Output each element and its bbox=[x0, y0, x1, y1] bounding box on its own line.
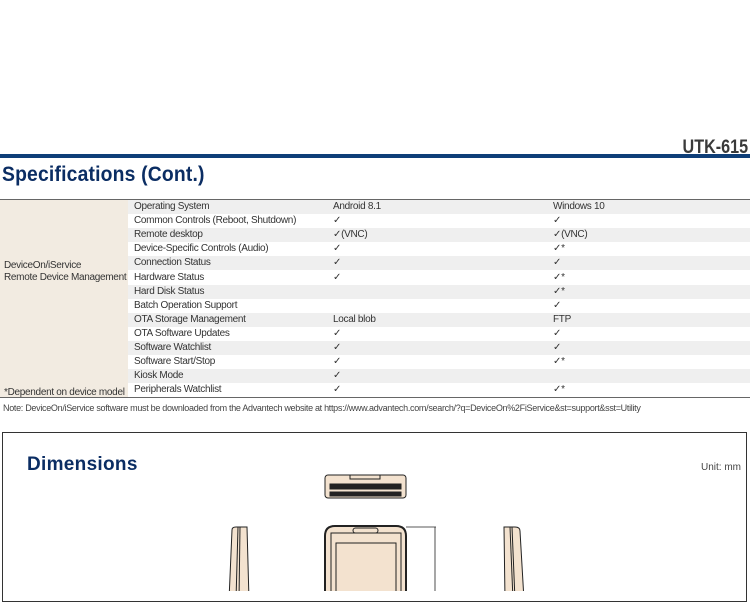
windows-cell: Windows 10 bbox=[539, 199, 750, 215]
feature-cell: OTA Software Updates bbox=[134, 327, 230, 339]
spec-row: Software Watchlist ✓ ✓ bbox=[0, 340, 750, 356]
feature-cell: Software Watchlist bbox=[128, 340, 326, 356]
feature-cell: Hard Disk Status bbox=[128, 284, 326, 299]
spec-row: Common Controls (Reboot, Shutdown) ✓ ✓ bbox=[0, 214, 750, 228]
android-cell: ✓ bbox=[326, 256, 539, 271]
feature-cell: OTA Storage Management bbox=[128, 312, 326, 327]
spec-row: Batch Operation Support ✓ bbox=[0, 299, 750, 313]
android-cell: ✓ bbox=[333, 215, 342, 227]
android-cell: Android 8.1 bbox=[326, 199, 539, 215]
feature-cell: Operating System bbox=[128, 199, 326, 215]
android-cell: ✓ bbox=[333, 356, 342, 368]
spec-row: Peripherals Watchlist ✓ ✓* bbox=[0, 383, 750, 398]
group-label-line2: Remote Device Management bbox=[4, 272, 127, 283]
feature-cell: Hardware Status bbox=[134, 271, 204, 283]
spec-row: DeviceOn/iService Remote Device Managemen… bbox=[0, 199, 750, 398]
footnote: *Dependent on device model bbox=[4, 387, 125, 398]
unit-label: Unit: mm bbox=[701, 462, 741, 473]
feature-cell: Common Controls (Reboot, Shutdown) bbox=[134, 215, 297, 227]
spec-row: Hard Disk Status ✓* bbox=[0, 284, 750, 299]
front-view-drawing bbox=[324, 525, 436, 591]
windows-cell: ✓ bbox=[539, 340, 750, 356]
feature-cell: Device-Specific Controls (Audio) bbox=[134, 243, 269, 255]
spec-row: Hardware Status ✓ ✓* bbox=[0, 270, 750, 284]
spec-row: Software Start/Stop ✓ ✓* bbox=[0, 355, 750, 369]
right-side-drawing bbox=[503, 526, 524, 591]
spec-row: Remote desktop ✓(VNC) ✓(VNC) bbox=[0, 228, 750, 243]
windows-cell: FTP bbox=[539, 312, 750, 327]
spec-row: OTA Software Updates ✓ ✓ bbox=[0, 327, 750, 341]
feature-cell: Remote desktop bbox=[128, 228, 326, 243]
group-label-line1: DeviceOn/iService bbox=[4, 260, 82, 271]
top-view-drawing bbox=[324, 474, 407, 499]
android-cell bbox=[326, 284, 539, 299]
android-cell: ✓ bbox=[326, 369, 539, 384]
spec-row: Kiosk Mode ✓ bbox=[0, 369, 750, 384]
header-rule bbox=[0, 154, 750, 158]
android-cell: ✓ bbox=[333, 243, 342, 255]
group-label: DeviceOn/iService Remote Device Managemen… bbox=[4, 260, 127, 284]
spec-table: DeviceOn/iService Remote Device Managemen… bbox=[0, 199, 750, 399]
spec-row: OTA Storage Management Local blob FTP bbox=[0, 312, 750, 327]
feature-cell: Software Start/Stop bbox=[134, 356, 216, 368]
windows-cell: ✓(VNC) bbox=[539, 228, 750, 243]
spec-row: Device-Specific Controls (Audio) ✓ ✓* bbox=[0, 242, 750, 256]
windows-cell: ✓ bbox=[553, 327, 562, 339]
windows-cell: ✓ bbox=[553, 299, 562, 311]
feature-cell: Kiosk Mode bbox=[128, 369, 326, 384]
android-cell: ✓(VNC) bbox=[326, 228, 539, 243]
download-note: Note: DeviceOn/iService software must be… bbox=[3, 403, 641, 413]
windows-cell: ✓* bbox=[553, 356, 565, 368]
windows-cell: ✓* bbox=[553, 384, 565, 396]
feature-cell: Connection Status bbox=[128, 256, 326, 271]
windows-cell: ✓* bbox=[553, 271, 565, 283]
windows-cell: ✓ bbox=[539, 256, 750, 271]
android-cell: ✓ bbox=[333, 271, 342, 283]
android-cell: ✓ bbox=[326, 340, 539, 356]
dimensions-title: Dimensions bbox=[27, 454, 138, 475]
spec-row: Connection Status ✓ ✓ bbox=[0, 256, 750, 271]
feature-cell: Batch Operation Support bbox=[134, 299, 238, 311]
windows-cell: ✓ bbox=[553, 215, 562, 227]
left-side-drawing bbox=[228, 526, 250, 591]
windows-cell: ✓* bbox=[539, 284, 750, 299]
page-title: Specifications (Cont.) bbox=[2, 163, 205, 186]
feature-cell: Peripherals Watchlist bbox=[134, 384, 222, 396]
group-cell: DeviceOn/iService Remote Device Managemen… bbox=[0, 199, 128, 398]
windows-cell bbox=[539, 369, 750, 384]
android-cell: ✓ bbox=[333, 327, 342, 339]
android-cell: Local blob bbox=[326, 312, 539, 327]
model-name: UTK-615 bbox=[682, 137, 748, 158]
android-cell: ✓ bbox=[333, 384, 342, 396]
windows-cell: ✓* bbox=[553, 243, 565, 255]
